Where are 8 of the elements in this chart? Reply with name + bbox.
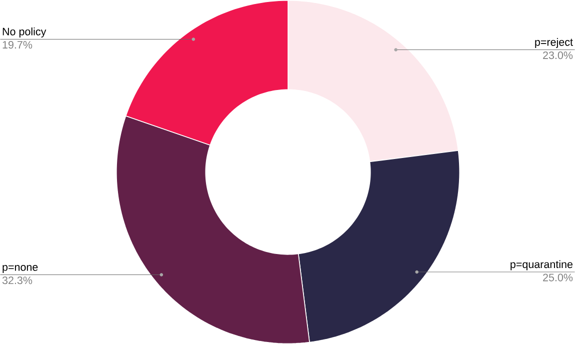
data-label: 23.0% [543, 51, 573, 60]
slice-label: No policy [2, 27, 46, 38]
slice-label: p=none [2, 264, 38, 273]
data-label: 25.0% [543, 274, 573, 282]
slice-label: p=quarantine [510, 260, 572, 270]
data-label: 19.7% [2, 40, 32, 49]
data-label: 32.3% [2, 276, 32, 284]
slice-label: p=reject [535, 38, 573, 48]
